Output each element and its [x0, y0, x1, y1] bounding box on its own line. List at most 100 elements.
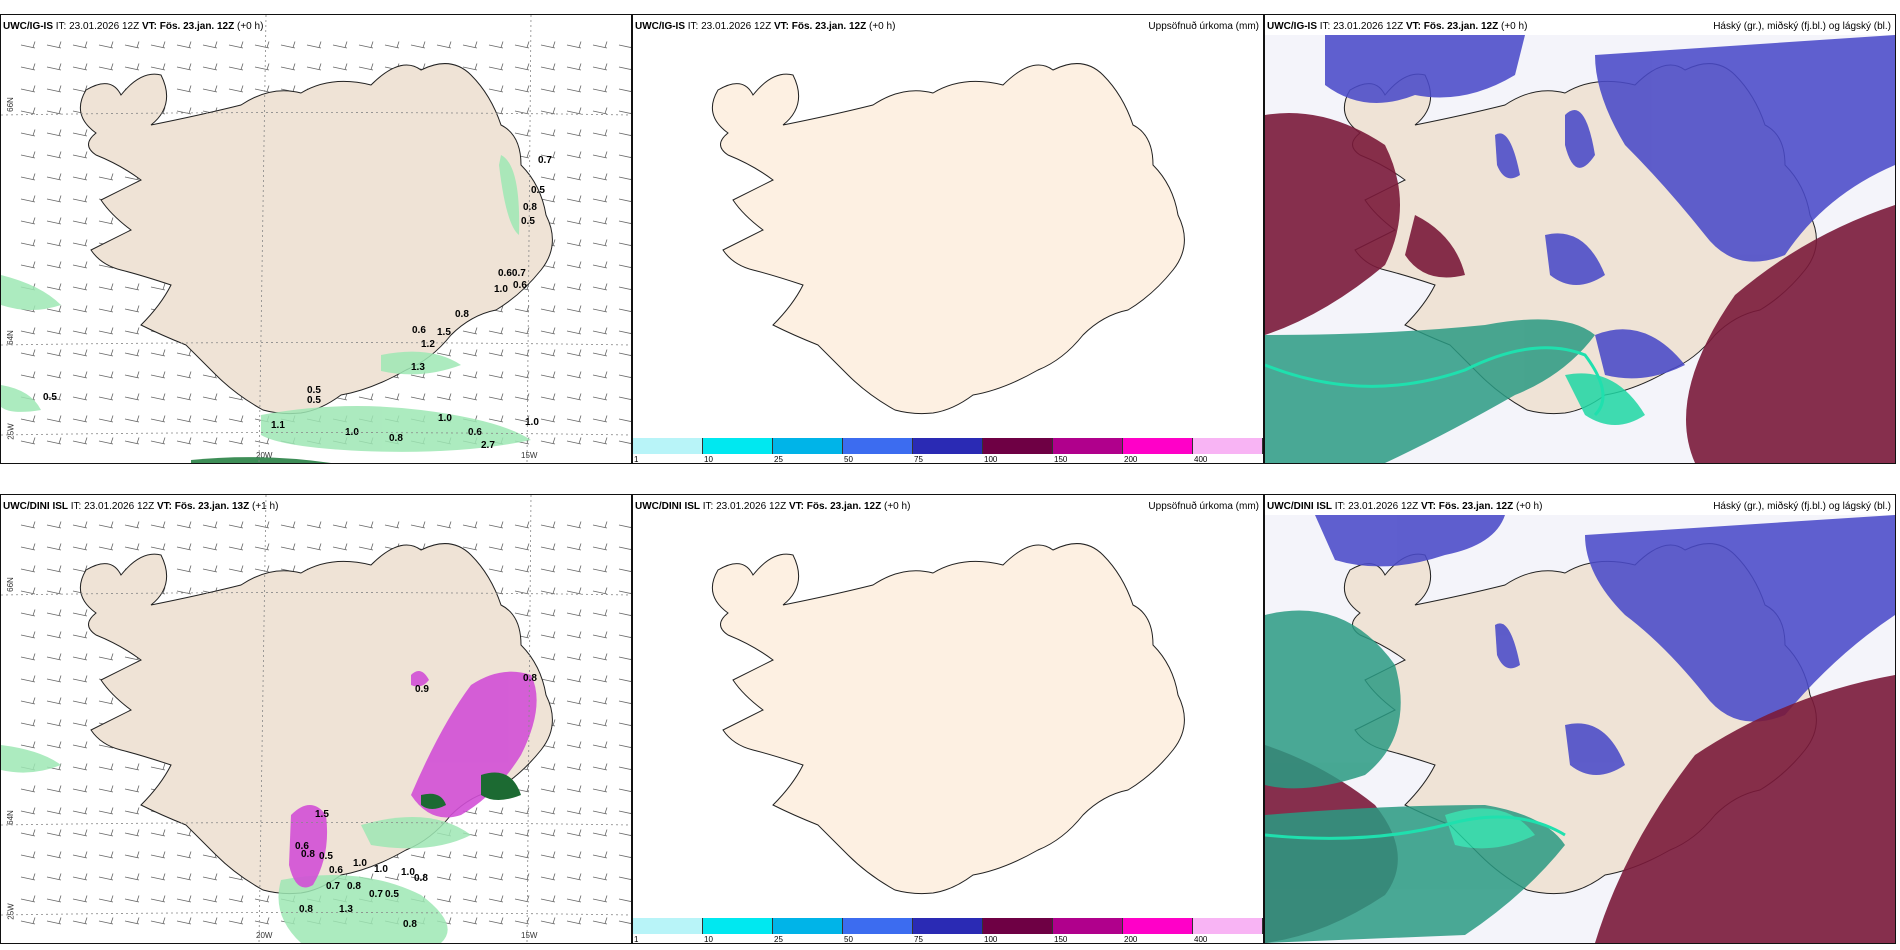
wind-barb [540, 63, 556, 71]
wind-barb [306, 521, 322, 529]
legend-swatch [983, 438, 1053, 454]
value-label: 2.7 [481, 440, 495, 451]
wind-barb [150, 63, 166, 71]
wind-barb [618, 634, 631, 638]
wind-barb [202, 437, 218, 445]
wind-barb [46, 543, 62, 551]
cloud-contour [1265, 346, 1605, 417]
wind-barb [436, 895, 452, 903]
precip-legend: 1 10 25 50 75 100 150 200 400 [633, 916, 1263, 943]
wind-barb [618, 396, 631, 400]
wind-barb [72, 917, 88, 925]
wind-barb [514, 393, 530, 401]
wind-barb [566, 371, 582, 379]
legend-swatch [703, 918, 773, 934]
graticule [1, 15, 631, 463]
wind-barb [46, 437, 62, 445]
wind-barb [592, 261, 608, 269]
wind-barb [150, 917, 166, 925]
wind-barb [540, 763, 556, 771]
wind-barb [228, 63, 244, 71]
wind-barb [124, 895, 140, 903]
value-label: 1.1 [271, 420, 285, 431]
cloud-contour [1265, 815, 1566, 840]
wind-barb [618, 898, 631, 902]
wind-barb [20, 437, 36, 445]
wind-barb [280, 41, 296, 49]
wind-barb [540, 587, 556, 595]
wind-barb [540, 851, 556, 859]
wind-barb [98, 873, 114, 881]
wind-barb [176, 873, 192, 881]
wind-barb [592, 675, 608, 683]
wind-barb [124, 63, 140, 71]
wind-barb [566, 917, 582, 925]
wind-barb [618, 66, 631, 70]
wind-barb [124, 785, 140, 793]
wind-barb [202, 543, 218, 551]
wind-barb [124, 807, 140, 815]
wind-barb [540, 195, 556, 203]
wind-barb [20, 653, 36, 661]
wind-barb [566, 807, 582, 815]
wind-barb [358, 393, 374, 401]
wind-precip-panel-top: UWC/IG-IS IT: 23.01.2026 12Z VT: Fös. 23… [0, 14, 632, 464]
lon-label: 15W [521, 931, 538, 940]
legend-swatch [1123, 438, 1193, 454]
wind-barb [488, 371, 504, 379]
wind-barb [514, 609, 530, 617]
wind-barb [332, 41, 348, 49]
wind-barb [176, 415, 192, 423]
wind-barb [72, 521, 88, 529]
wind-barb [254, 565, 270, 573]
legend-tick-label: 200 [1124, 455, 1138, 464]
wind-barb [566, 895, 582, 903]
legend-tick-label: 25 [774, 455, 783, 464]
wind-barb [46, 349, 62, 357]
wind-barb [46, 609, 62, 617]
wind-barb [514, 873, 530, 881]
wind-barb [280, 543, 296, 551]
wind-barb [488, 393, 504, 401]
cloud-low [1265, 319, 1645, 463]
wind-barb [176, 63, 192, 71]
wind-barb [514, 327, 530, 335]
wind-barb [566, 675, 582, 683]
wind-barb [384, 393, 400, 401]
wind-barb [618, 722, 631, 726]
wind-barb [98, 917, 114, 925]
wind-barb [540, 785, 556, 793]
wind-barb [618, 154, 631, 158]
wind-barb [566, 851, 582, 859]
legend-swatch [773, 918, 843, 934]
legend-swatch [633, 918, 703, 934]
lon-label: 20W [256, 451, 273, 460]
wind-barb [592, 631, 608, 639]
wind-barb [410, 851, 426, 859]
value-label: 0.8 [414, 873, 428, 884]
wind-barb [124, 371, 140, 379]
wind-barb [514, 63, 530, 71]
value-label: 1.0 [374, 864, 388, 875]
panel-right-title: Háský (gr.), miðský (fj.bl.) og lágský (… [1713, 501, 1891, 512]
wind-barb [410, 873, 426, 881]
wind-barb [98, 283, 114, 291]
wind-barb [540, 85, 556, 93]
wind-barb [592, 697, 608, 705]
value-label: 0.6 [329, 865, 343, 876]
wind-barb [46, 521, 62, 529]
wind-barb [566, 609, 582, 617]
wind-barb [124, 283, 140, 291]
wind-barb [566, 587, 582, 595]
wind-barb [462, 521, 478, 529]
legend-tick-label: 100 [984, 935, 998, 944]
wind-barb [20, 217, 36, 225]
wind-barb [72, 785, 88, 793]
wind-barb [98, 763, 114, 771]
precip-legend: 1 10 25 50 75 100 150 200 400 [633, 436, 1263, 463]
wind-barb [358, 521, 374, 529]
wind-barb [202, 85, 218, 93]
wind-barb [72, 437, 88, 445]
value-label: 0.8 [347, 881, 361, 892]
wind-barb [566, 63, 582, 71]
